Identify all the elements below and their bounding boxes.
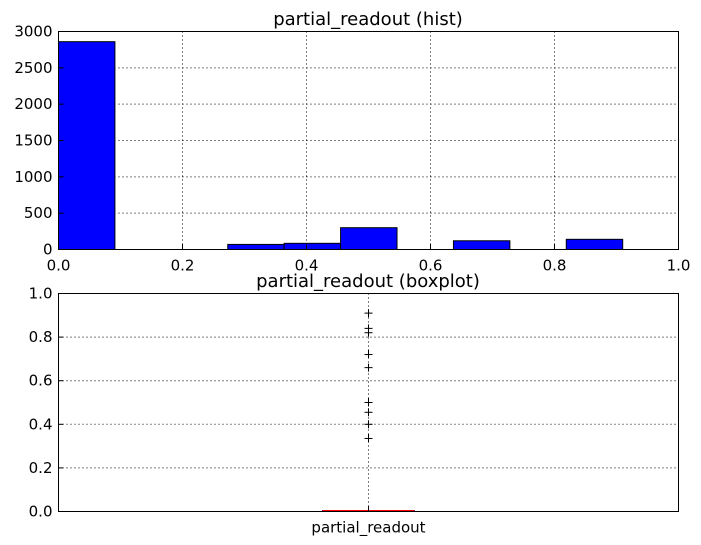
box-flier	[364, 350, 373, 359]
hist-x-tick-label: 0.4	[295, 257, 319, 275]
box-flier	[364, 408, 373, 417]
box-flier	[364, 420, 373, 429]
box-y-tick-label: 0.4	[29, 415, 53, 433]
hist-bars	[58, 41, 624, 251]
hist-bar	[565, 238, 624, 250]
box-title: partial_readout (boxplot)	[256, 271, 480, 292]
hist-x-ticks: 0.0 0.2 0.4 0.6 0.8 1.0	[47, 244, 691, 275]
hist-x-tick-label: 1.0	[667, 257, 691, 275]
hist-y-tick-label: 0	[43, 241, 53, 259]
box-y-tick-label: 0.6	[29, 372, 53, 390]
box-flier	[364, 398, 373, 407]
box-x-tick-label: partial_readout	[311, 519, 425, 538]
hist-y-ticks: 0 500 1000 1500 2000 2500 3000	[14, 23, 64, 259]
box-panel: partial_readout (boxplot) partial_readou…	[29, 271, 679, 538]
hist-x-tick-label: 0.0	[47, 257, 71, 275]
hist-bar	[340, 227, 398, 250]
hist-x-tick-label: 0.2	[171, 257, 195, 275]
hist-y-tick-label: 2500	[14, 59, 52, 77]
box-flier	[364, 309, 373, 318]
box-y-tick-label: 1.0	[29, 285, 53, 303]
box-flier	[364, 434, 373, 443]
hist-y-tick-label: 2000	[14, 95, 52, 113]
box-y-tick-label: 0.2	[29, 459, 53, 477]
hist-bar	[58, 41, 116, 250]
box-flier	[364, 363, 373, 372]
box-flier	[364, 328, 373, 337]
hist-title: partial_readout (hist)	[273, 9, 463, 30]
box-fliers	[364, 309, 373, 443]
hist-y-tick-label: 1500	[14, 132, 52, 150]
hist-y-tick-label: 500	[24, 204, 53, 222]
box-y-ticks: 0.0 0.2 0.4 0.6 0.8 1.0	[29, 285, 64, 521]
hist-x-tick-label: 0.6	[419, 257, 443, 275]
hist-grid	[58, 31, 679, 250]
hist-y-tick-label: 3000	[14, 23, 52, 41]
box-y-tick-label: 0.8	[29, 328, 53, 346]
hist-y-tick-label: 1000	[14, 168, 52, 186]
hist-panel: partial_readout (hist) 0.0 0.2 0.4 0.6 0.8 1.…	[14, 9, 690, 275]
hist-x-tick-label: 0.8	[543, 257, 567, 275]
box-y-tick-label: 0.0	[29, 503, 53, 521]
hist-bar	[452, 240, 511, 250]
hist-bar	[283, 242, 342, 251]
hist-bar	[227, 243, 285, 250]
box-x-ticks: partial_readout	[311, 506, 426, 538]
